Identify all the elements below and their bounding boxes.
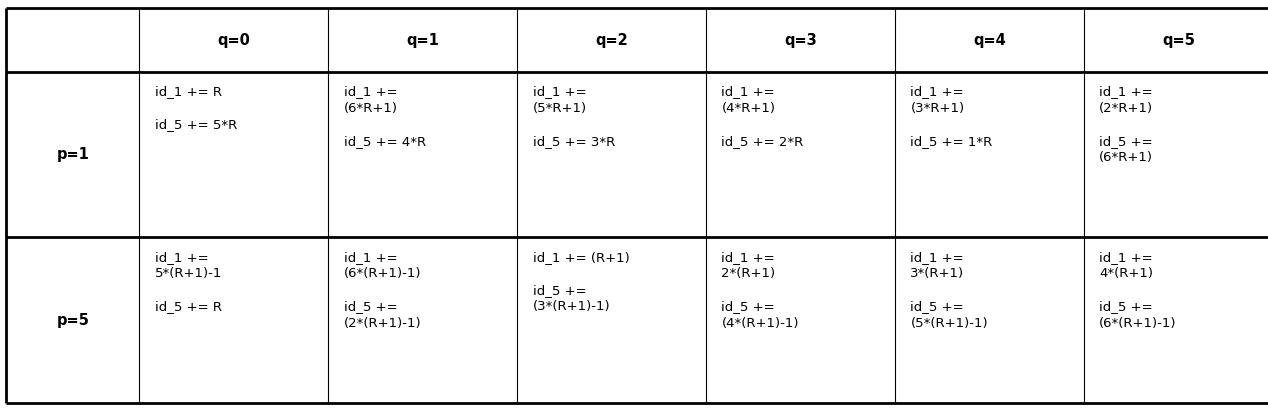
Bar — [139, 237, 328, 403]
Bar — [6, 72, 139, 237]
Text: id_1 +=
3*(R+1)

id_5 +=
(5*(R+1)-1): id_1 += 3*(R+1) id_5 += (5*(R+1)-1) — [910, 251, 988, 330]
Bar — [6, 8, 139, 72]
Text: id_1 +=
2*(R+1)

id_5 +=
(4*(R+1)-1): id_1 += 2*(R+1) id_5 += (4*(R+1)-1) — [721, 251, 799, 330]
Text: id_1 += R

id_5 += 5*R: id_1 += R id_5 += 5*R — [155, 85, 237, 131]
Bar — [328, 237, 517, 403]
Text: q=3: q=3 — [785, 33, 817, 48]
Text: id_1 += (R+1)

id_5 +=
(3*(R+1)-1): id_1 += (R+1) id_5 += (3*(R+1)-1) — [533, 251, 629, 313]
Bar — [6, 237, 139, 403]
Bar — [328, 8, 517, 72]
Bar — [895, 8, 1084, 72]
Text: id_1 +=
4*(R+1)

id_5 +=
(6*(R+1)-1): id_1 += 4*(R+1) id_5 += (6*(R+1)-1) — [1099, 251, 1177, 330]
Text: p=5: p=5 — [57, 313, 89, 328]
Text: id_1 +=
(6*(R+1)-1)

id_5 +=
(2*(R+1)-1): id_1 += (6*(R+1)-1) id_5 += (2*(R+1)-1) — [344, 251, 421, 330]
Text: q=0: q=0 — [218, 33, 250, 48]
Bar — [328, 72, 517, 237]
Text: id_1 +=
(6*R+1)

id_5 += 4*R: id_1 += (6*R+1) id_5 += 4*R — [344, 85, 426, 148]
Bar — [139, 72, 328, 237]
Text: id_1 +=
(3*R+1)

id_5 += 1*R: id_1 += (3*R+1) id_5 += 1*R — [910, 85, 993, 148]
Bar — [895, 72, 1084, 237]
Bar — [1084, 72, 1268, 237]
Bar — [895, 237, 1084, 403]
Bar — [1084, 8, 1268, 72]
Text: q=5: q=5 — [1163, 33, 1194, 48]
Bar — [1084, 237, 1268, 403]
Bar — [139, 8, 328, 72]
Bar — [517, 8, 706, 72]
Bar — [706, 237, 895, 403]
Bar — [706, 72, 895, 237]
Text: p=1: p=1 — [57, 147, 89, 162]
Text: q=4: q=4 — [974, 33, 1006, 48]
Text: id_1 +=
5*(R+1)-1

id_5 += R: id_1 += 5*(R+1)-1 id_5 += R — [155, 251, 222, 313]
Text: id_1 +=
(4*R+1)

id_5 += 2*R: id_1 += (4*R+1) id_5 += 2*R — [721, 85, 804, 148]
Bar — [706, 8, 895, 72]
Text: q=1: q=1 — [407, 33, 439, 48]
Bar — [517, 237, 706, 403]
Text: id_1 +=
(2*R+1)

id_5 +=
(6*R+1): id_1 += (2*R+1) id_5 += (6*R+1) — [1099, 85, 1154, 164]
Text: id_1 +=
(5*R+1)

id_5 += 3*R: id_1 += (5*R+1) id_5 += 3*R — [533, 85, 615, 148]
Text: q=2: q=2 — [596, 33, 628, 48]
Bar — [517, 72, 706, 237]
